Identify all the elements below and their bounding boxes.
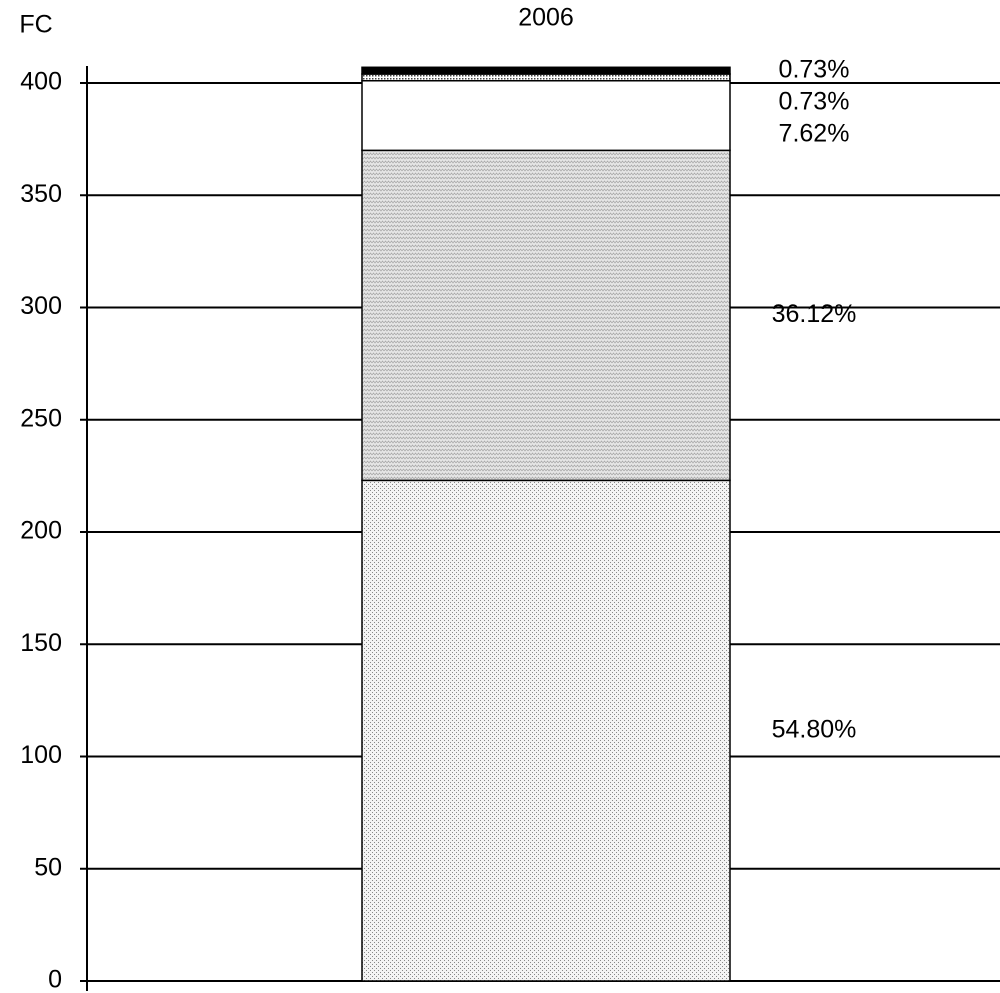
- y-tick-label: 0: [48, 966, 62, 993]
- y-tick-label: 350: [20, 180, 62, 208]
- segment-label: 36.12%: [772, 300, 857, 328]
- y-tick-label: 100: [20, 741, 62, 769]
- bar-segment: [361, 66, 731, 75]
- bar-segment: [361, 479, 731, 982]
- y-tick-label: 400: [20, 68, 62, 96]
- y-tick-label: 250: [20, 404, 62, 432]
- segment-label: 54.80%: [772, 715, 857, 743]
- y-axis-label: FC: [19, 11, 52, 39]
- x-category-label: 2006: [518, 4, 574, 32]
- segment-label: 0.73%: [779, 87, 850, 115]
- bar-segment: [361, 149, 731, 482]
- segment-label: 0.73%: [779, 55, 850, 83]
- y-tick-label: 200: [20, 517, 62, 545]
- segment-label: 7.62%: [779, 119, 850, 147]
- y-tick-label: 300: [20, 292, 62, 320]
- y-tick-label: 150: [20, 629, 62, 657]
- bar-segment: [361, 80, 731, 152]
- y-tick-label: 50: [34, 853, 62, 881]
- bar-segment: [361, 73, 731, 82]
